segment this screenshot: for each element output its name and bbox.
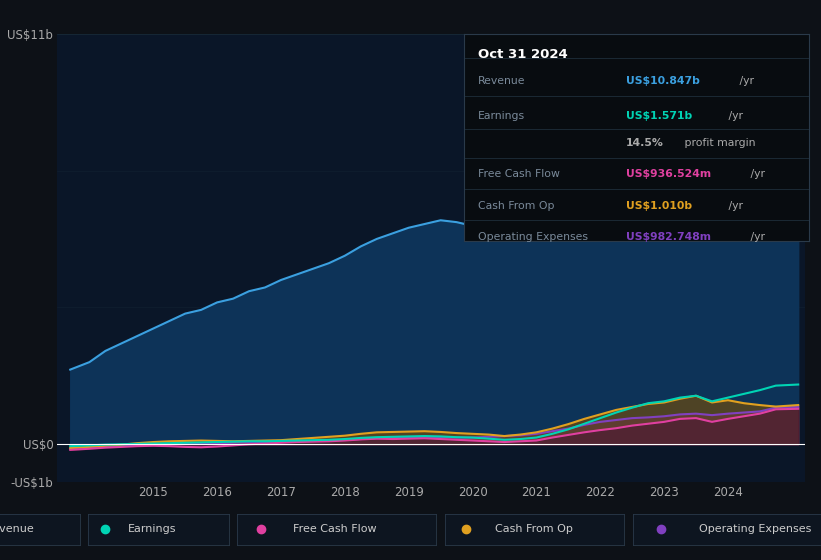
Text: /yr: /yr xyxy=(747,170,765,180)
Text: /yr: /yr xyxy=(747,232,765,242)
Text: Operating Expenses: Operating Expenses xyxy=(699,524,812,534)
Text: /yr: /yr xyxy=(725,200,743,211)
Text: /yr: /yr xyxy=(736,76,754,86)
Text: Free Cash Flow: Free Cash Flow xyxy=(478,170,560,180)
Text: Oct 31 2024: Oct 31 2024 xyxy=(478,48,567,61)
Text: US$1.010b: US$1.010b xyxy=(626,200,692,211)
Text: Free Cash Flow: Free Cash Flow xyxy=(293,524,376,534)
Text: profit margin: profit margin xyxy=(681,138,755,148)
Text: Revenue: Revenue xyxy=(478,76,525,86)
Text: Cash From Op: Cash From Op xyxy=(495,524,573,534)
Text: US$936.524m: US$936.524m xyxy=(626,170,711,180)
Text: US$982.748m: US$982.748m xyxy=(626,232,711,242)
Text: Earnings: Earnings xyxy=(478,111,525,122)
Text: Operating Expenses: Operating Expenses xyxy=(478,232,588,242)
Text: Cash From Op: Cash From Op xyxy=(478,200,554,211)
Text: US$10.847b: US$10.847b xyxy=(626,76,699,86)
Text: 14.5%: 14.5% xyxy=(626,138,664,148)
Text: Earnings: Earnings xyxy=(127,524,176,534)
Text: US$1.571b: US$1.571b xyxy=(626,111,692,122)
Text: Revenue: Revenue xyxy=(0,524,34,534)
Text: /yr: /yr xyxy=(725,111,743,122)
